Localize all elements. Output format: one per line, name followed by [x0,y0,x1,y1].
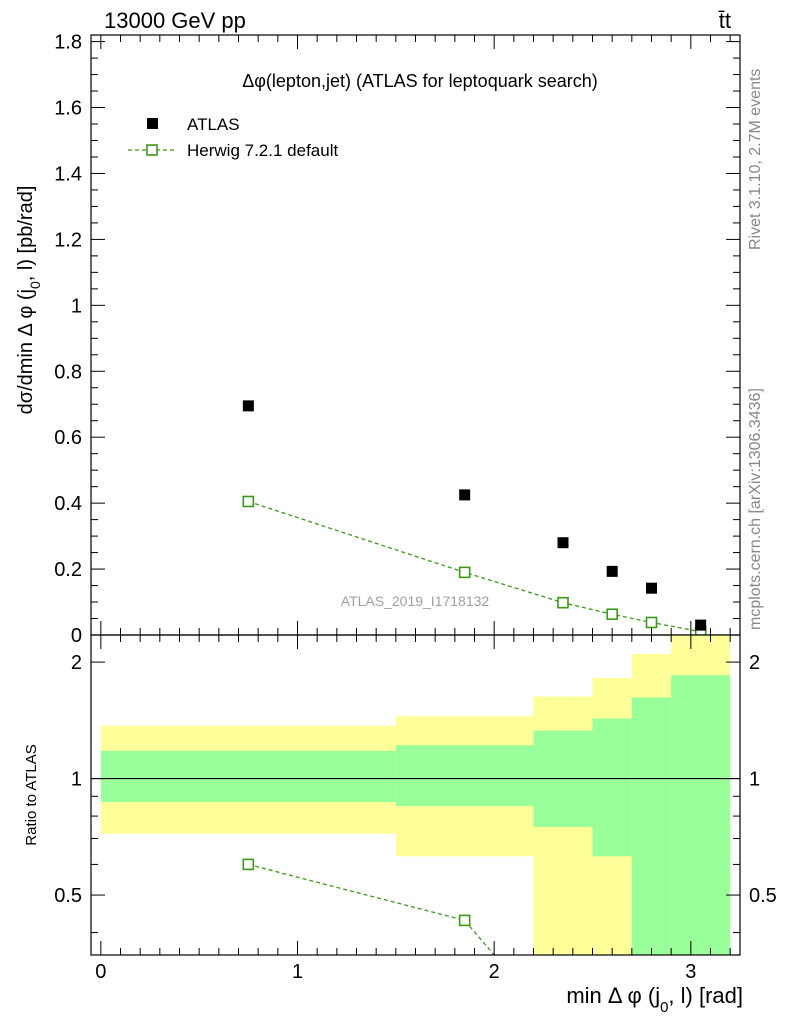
rivet-label: Rivet 3.1.10, 2.7M events [747,69,764,250]
main-y-tick-label: 0.4 [54,493,82,515]
main-y-tick-label: 1 [71,295,82,317]
header-right-label: t̄t [719,8,731,33]
herwig-line [248,500,701,633]
main-y-tick-label: 1.8 [54,32,82,54]
ratio-band-green [395,745,534,806]
main-y-tick-label: 1.6 [54,98,82,120]
ratio-band-green [671,675,731,955]
main-y-tick-label: 0.2 [54,559,82,581]
legend-herwig-label: Herwig 7.2.1 default [187,141,338,160]
x-axis-label: min Δ φ (j0, l) [rad] [566,983,743,1016]
ratio-y-tick-label: 2 [71,652,82,674]
x-tick-label: 1 [292,961,303,983]
legend-atlas-marker [147,118,158,129]
ratio-herwig-line [248,863,495,955]
header-left-label: 13000 GeV pp [104,8,246,33]
herwig-point [458,566,471,579]
main-y-tick-label: 0.8 [54,361,82,383]
atlas-point [459,489,471,501]
legend: ATLAS Herwig 7.2.1 default [128,115,338,160]
herwig-point [557,596,569,609]
herwig-point [606,608,618,621]
ratio-y-tick-label-right: 2 [749,652,760,674]
ratio-herwig-point [458,914,471,927]
ratio-series-group [242,858,495,955]
atlas-point [695,619,707,631]
main-title: Δφ(lepton,jet) (ATLAS for leptoquark sea… [242,71,598,91]
main-y-axis-label: dσ/dmin Δ φ (j0, l) [pb/rad] [15,186,43,415]
ratio-panel: 0.5 0.5 1 1 2 2 0 1 2 3 Ratio to ATLAS min Δ φ (j… [23,634,777,1016]
main-panel: Δφ(lepton,jet) (ATLAS for leptoquark sea… [15,32,741,647]
herwig-point [645,616,658,629]
mcplots-label: mcplots.cern.ch [arXiv:1306.3436] [747,388,764,630]
atlas-point [242,400,254,412]
ratio-y-tick-label: 1 [71,769,82,791]
legend-atlas-label: ATLAS [187,115,240,134]
x-tick-label: 0 [95,961,106,983]
ratio-band-green [631,697,672,955]
main-y-tick-label: 0 [71,625,82,647]
ratio-y-tick-label-right: 0.5 [749,885,777,907]
ratio-y-tick-label-right: 1 [749,769,760,791]
atlas-point [557,537,569,549]
x-tick-label: 3 [685,961,696,983]
ratio-y-axis-label: Ratio to ATLAS [23,744,40,845]
ratio-band-green [100,750,396,802]
main-y-tick-label: 1.2 [54,229,82,251]
x-tick-label: 2 [489,961,500,983]
ratio-frame [90,634,741,956]
watermark: ATLAS_2019_I1718132 [341,593,490,609]
ratio-band-green [592,718,632,857]
atlas-point [606,565,618,577]
main-y-tick-label: 0.6 [54,427,82,449]
herwig-point [242,495,255,508]
ratio-y-tick-label: 0.5 [54,885,82,907]
main-y-tick-label: 1.4 [54,163,82,185]
legend-herwig-marker [146,144,158,156]
atlas-point [646,582,657,594]
ratio-herwig-point [242,858,255,871]
